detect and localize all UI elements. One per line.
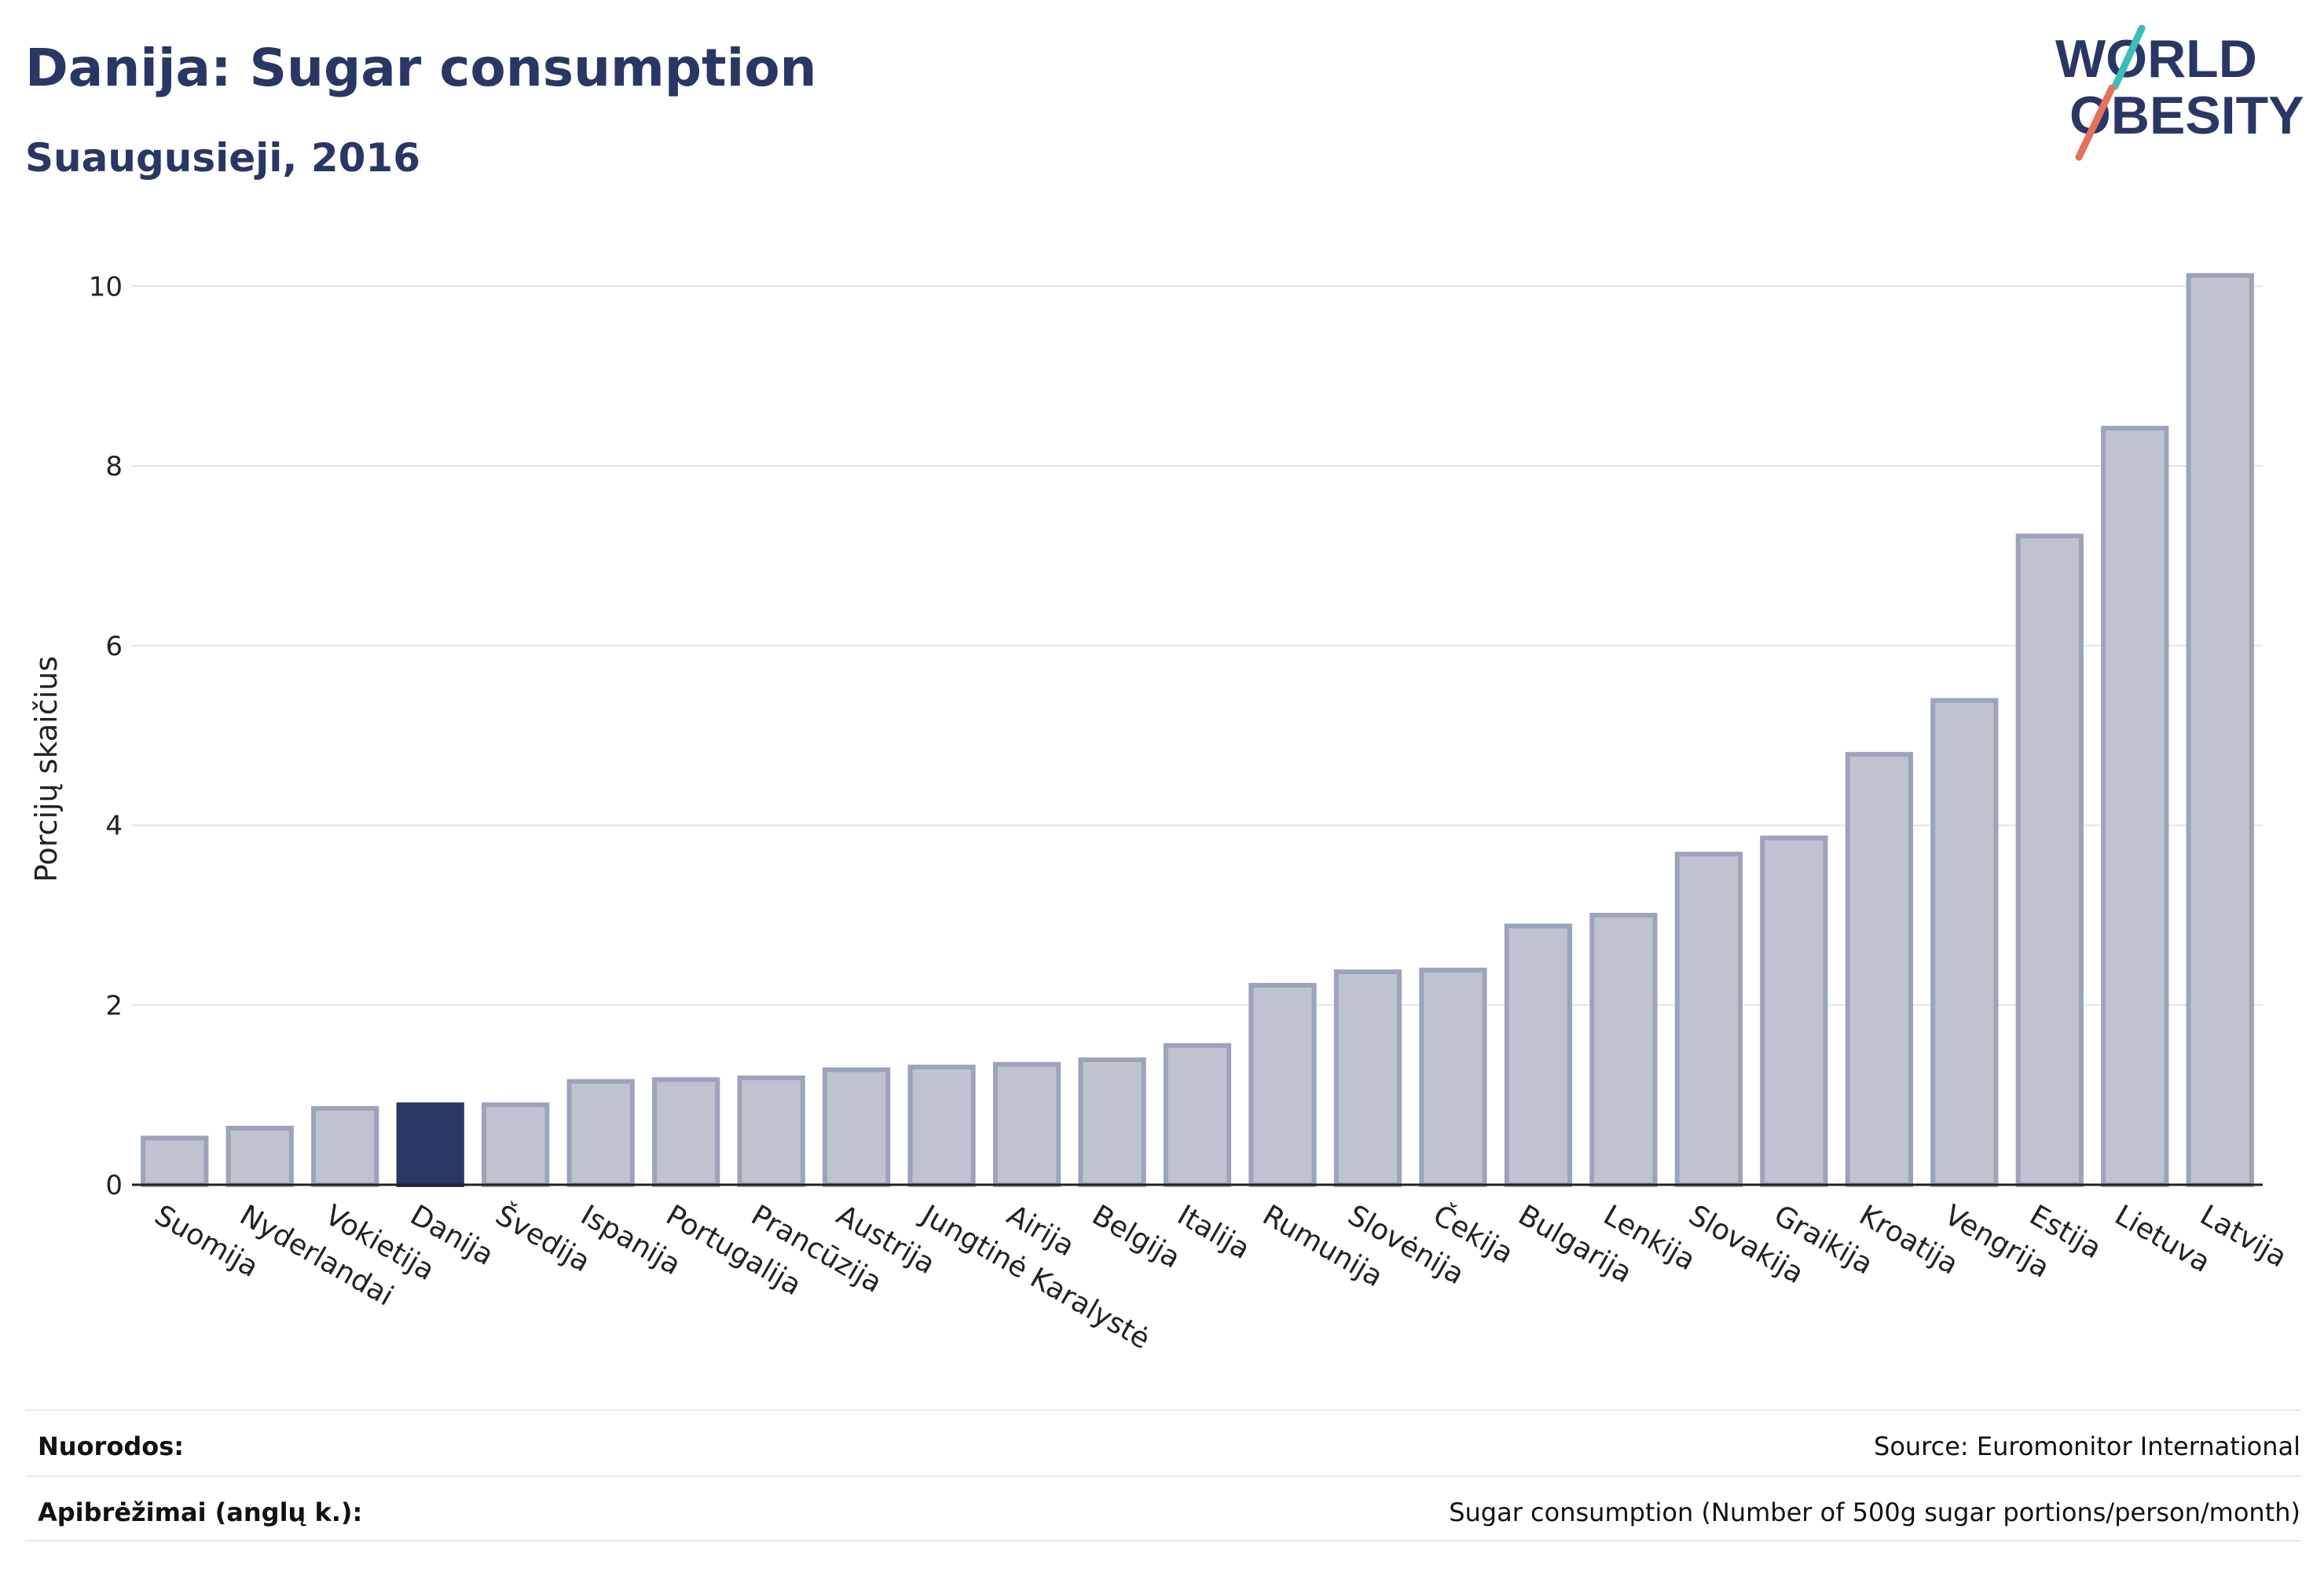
bar-Lenkija: [1589, 912, 1658, 1187]
y-tick-label: 0: [105, 1170, 123, 1201]
definitions-label: Apibrėžimai (anglų k.):: [38, 1497, 363, 1527]
x-tick-label: Italija: [1172, 1199, 1255, 1266]
logo-slash-teal: [2111, 24, 2146, 90]
bar-Ispanija: [566, 1079, 635, 1187]
x-tick-label: Belgija: [1087, 1199, 1186, 1274]
logo-slash-coral: [2075, 84, 2116, 161]
page-subtitle: Suaugusieji, 2016: [25, 135, 420, 181]
bar-Prancūzija: [737, 1075, 805, 1188]
references-value: Source: Euromonitor International: [1874, 1431, 2300, 1461]
logo-line1: WORLD: [2055, 29, 2257, 89]
bar-Vengrija: [1930, 698, 1999, 1187]
bar-Jungtinė Karalystė: [907, 1065, 976, 1188]
bar-Estija: [2015, 533, 2084, 1187]
bar-Vokietija: [311, 1105, 379, 1187]
definitions-value: Sugar consumption (Number of 500g sugar …: [1449, 1497, 2300, 1527]
world-obesity-logo: WORLD OBESITY: [2055, 24, 2304, 161]
footer-divider-top: [25, 1409, 2300, 1411]
bar-Italija: [1163, 1043, 1232, 1187]
bar-Slovakija: [1674, 852, 1743, 1187]
bar-Airija: [992, 1061, 1061, 1187]
bar-Graikija: [1760, 835, 1828, 1187]
bar-Rumunija: [1248, 983, 1317, 1187]
bar-Čekija: [1419, 967, 1487, 1187]
footer-divider-bottom: [25, 1540, 2300, 1541]
bar-Danija: [396, 1102, 464, 1188]
y-tick-label: 2: [105, 990, 123, 1021]
y-tick-label: 8: [105, 451, 123, 482]
bar-Bulgarija: [1504, 923, 1573, 1187]
bar-Belgija: [1078, 1057, 1146, 1188]
page-title: Danija: Sugar consumption: [25, 38, 817, 98]
x-tick-label: Švedija: [490, 1198, 596, 1278]
x-tick-label: Lietuva: [2110, 1199, 2216, 1279]
bar-Austrija: [822, 1067, 891, 1188]
y-tick-label: 4: [105, 811, 123, 842]
references-label: Nuorodos:: [38, 1431, 185, 1461]
bar-Portugalija: [651, 1077, 720, 1187]
bar-Lietuva: [2101, 426, 2169, 1187]
footer-divider-middle: [25, 1475, 2300, 1477]
y-axis-title: Porcijų skaičius: [29, 656, 64, 882]
bar-Slovėnija: [1333, 969, 1402, 1188]
bar-Suomija: [141, 1135, 209, 1188]
bar-Kroatija: [1845, 752, 1913, 1187]
y-tick-label: 10: [89, 271, 123, 302]
y-tick-label: 6: [105, 631, 123, 662]
bar-Nyderlandai: [225, 1125, 294, 1188]
bar-Švedija: [482, 1102, 550, 1188]
bar-Latvija: [2186, 273, 2254, 1187]
x-tick-label: Latvija: [2194, 1199, 2292, 1274]
